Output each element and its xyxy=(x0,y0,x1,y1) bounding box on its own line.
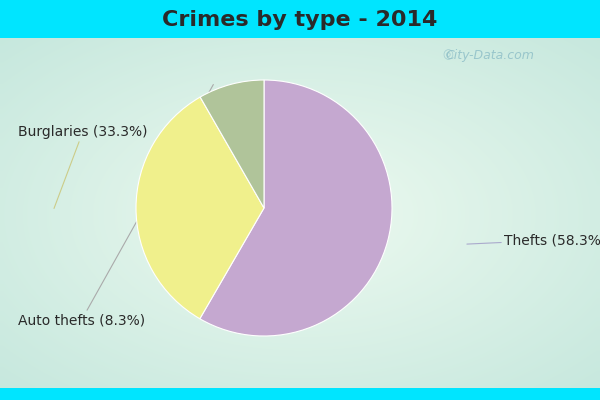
Wedge shape xyxy=(136,97,264,319)
Wedge shape xyxy=(200,80,264,208)
Text: ◎: ◎ xyxy=(443,48,454,62)
Text: Auto thefts (8.3%): Auto thefts (8.3%) xyxy=(18,84,214,327)
Wedge shape xyxy=(200,80,392,336)
Text: Burglaries (33.3%): Burglaries (33.3%) xyxy=(18,125,148,208)
Text: City-Data.com: City-Data.com xyxy=(446,48,535,62)
Text: Crimes by type - 2014: Crimes by type - 2014 xyxy=(163,10,437,30)
Text: Thefts (58.3%): Thefts (58.3%) xyxy=(467,233,600,247)
